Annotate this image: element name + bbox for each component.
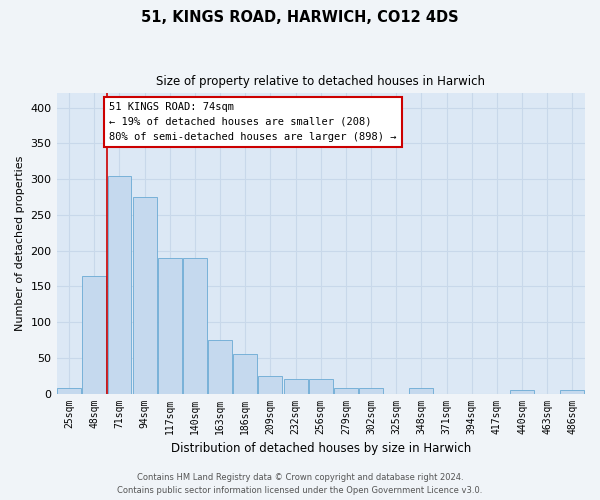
Bar (158, 258, 182, 394)
Bar (183, 258, 207, 394)
Bar (409, 388, 433, 394)
Bar (233, 354, 257, 394)
Bar (510, 390, 534, 394)
Bar (208, 340, 232, 394)
Text: Contains HM Land Registry data © Crown copyright and database right 2024.
Contai: Contains HM Land Registry data © Crown c… (118, 473, 482, 495)
Bar (284, 380, 308, 394)
X-axis label: Distribution of detached houses by size in Harwich: Distribution of detached houses by size … (170, 442, 471, 455)
Text: 51 KINGS ROAD: 74sqm
← 19% of detached houses are smaller (208)
80% of semi-deta: 51 KINGS ROAD: 74sqm ← 19% of detached h… (109, 102, 397, 142)
Bar (560, 390, 584, 394)
Title: Size of property relative to detached houses in Harwich: Size of property relative to detached ho… (156, 75, 485, 88)
Bar (107, 176, 131, 394)
Bar (334, 388, 358, 394)
Text: 51, KINGS ROAD, HARWICH, CO12 4DS: 51, KINGS ROAD, HARWICH, CO12 4DS (141, 10, 459, 25)
Bar (259, 376, 283, 394)
Bar (309, 380, 333, 394)
Bar (82, 276, 106, 394)
Bar (359, 388, 383, 394)
Y-axis label: Number of detached properties: Number of detached properties (15, 156, 25, 331)
Bar (57, 388, 81, 394)
Bar (133, 197, 157, 394)
